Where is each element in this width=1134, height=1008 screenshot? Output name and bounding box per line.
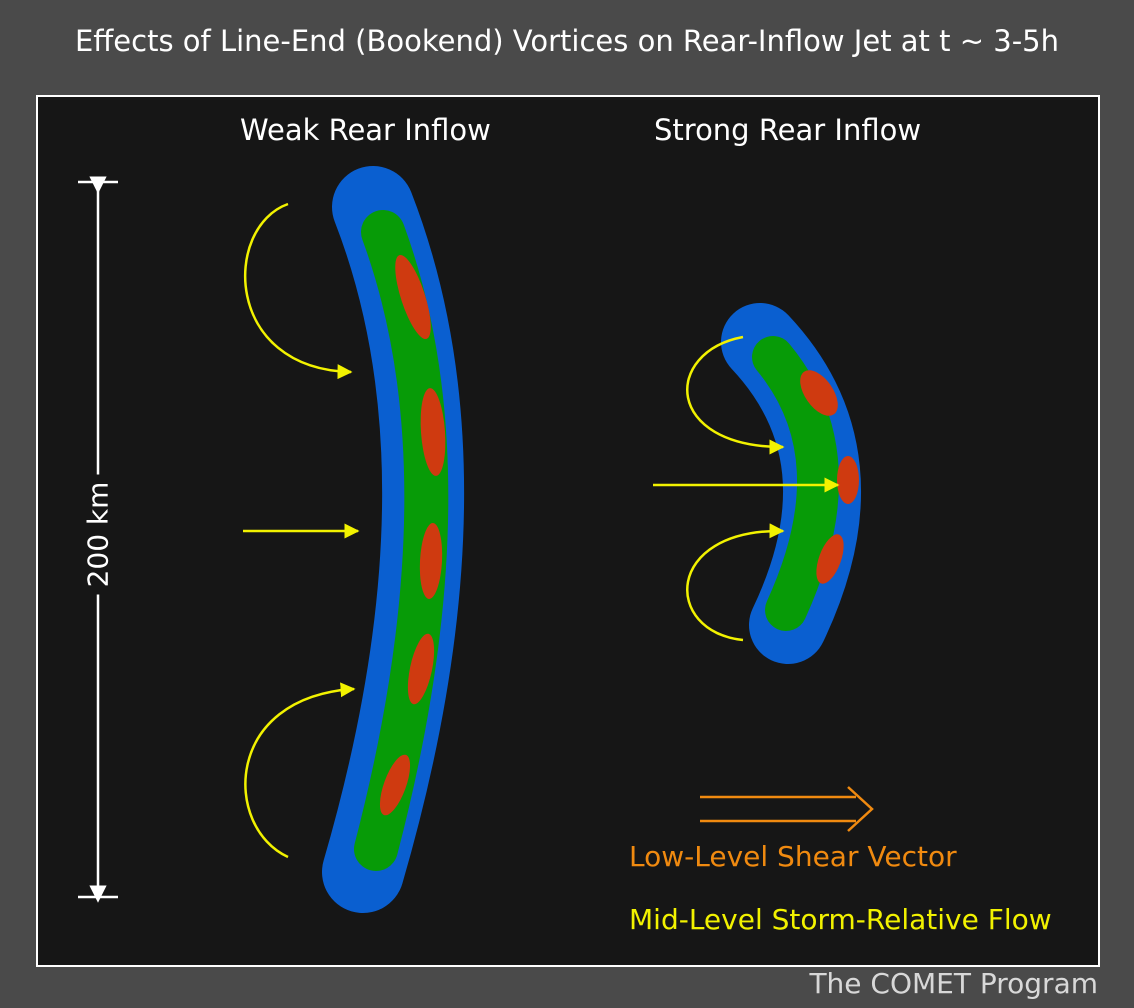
strong-core-1 <box>800 370 838 416</box>
credit-text: The COMET Program <box>809 967 1098 1000</box>
legend-flow-label: Mid-Level Storm-Relative Flow <box>629 903 1052 936</box>
scale-label-text: 200 km <box>81 474 115 595</box>
strong-inflow-label: Strong Rear Inflow <box>654 113 922 147</box>
diagram-title: Effects of Line-End (Bookend) Vortices o… <box>74 24 1059 58</box>
weak-core-2 <box>420 388 446 476</box>
strong-core-3 <box>816 534 844 584</box>
strong-core-2 <box>837 456 859 504</box>
diagram-panel: Weak Rear Inflow Strong Rear Inflow 200 … <box>36 95 1100 967</box>
weak-upper-curved-arrow <box>243 202 353 380</box>
strong-lower-curved-arrow <box>686 523 785 642</box>
weak-core-3 <box>419 523 443 599</box>
weak-core-5 <box>379 754 411 816</box>
strong-upper-curved-arrow <box>686 335 785 455</box>
weak-flow-arrows <box>243 202 360 859</box>
strong-bow-echo <box>721 303 862 664</box>
legend-shear-label: Low-Level Shear Vector <box>629 840 957 873</box>
weak-squall-line <box>322 166 465 913</box>
strong-flow-arrows <box>653 335 840 642</box>
weak-core-1 <box>395 254 431 340</box>
weak-core-4 <box>407 633 435 705</box>
weak-inflow-label: Weak Rear Inflow <box>240 113 491 147</box>
shear-legend-arrow <box>700 786 874 832</box>
diagram-graphic <box>78 166 874 913</box>
weak-lower-curved-arrow <box>244 682 356 859</box>
